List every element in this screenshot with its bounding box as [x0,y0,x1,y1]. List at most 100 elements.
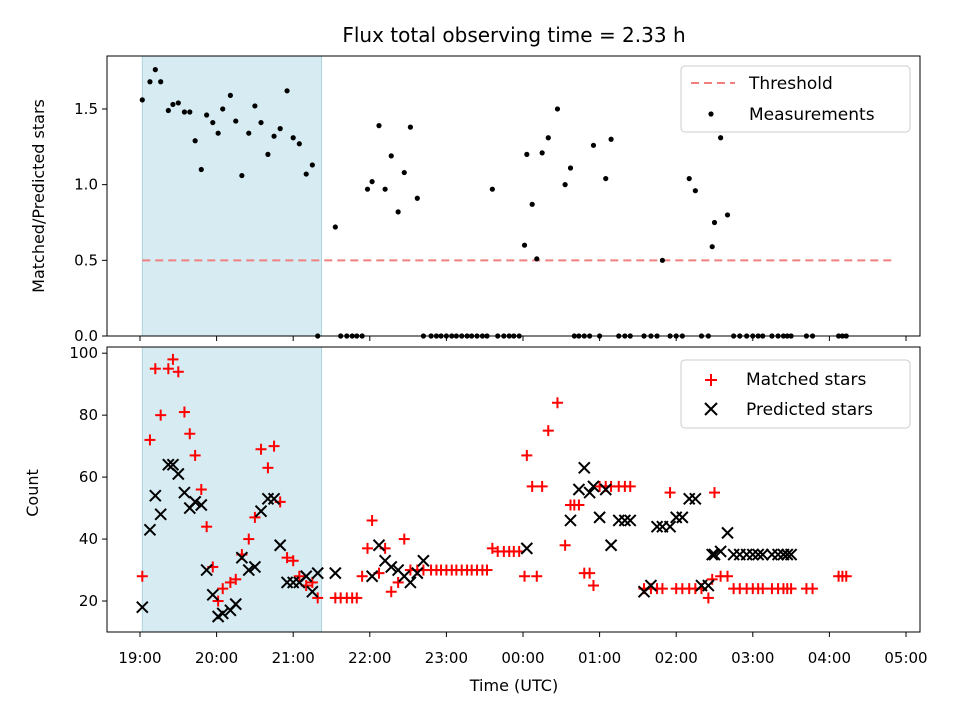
predicted-star-stroke-b [306,585,319,598]
measurement-point [252,103,258,109]
predicted-star-point [740,548,753,561]
matched-star-point [584,567,596,579]
predicted-star-stroke-b [650,520,664,533]
predicted-star-point [702,579,715,592]
predicted-star-point [771,548,785,561]
predicted-star-stroke-b [714,545,727,558]
predicted-star-stroke-b [583,486,596,499]
predicted-star-point [689,492,702,506]
matched-star-point [172,366,184,378]
matched-star-point [702,592,714,604]
matched-star-point [785,583,797,595]
predicted-star-stroke-b [756,548,769,561]
predicted-star-stroke-b [242,563,255,577]
predicted-star-stroke-b [254,504,268,518]
matched-star-point [542,425,554,437]
measurement-point [192,138,198,144]
measurement-point [165,107,171,114]
measurement-point [562,182,568,188]
predicted-star-stroke-b [746,548,760,561]
matched-star-point [195,484,207,495]
legend-matched-label: Matched stars [746,370,866,390]
matched-star-point [268,440,280,452]
chart-title: Flux total observing time = 2.33 h [342,23,685,47]
predicted-star-stroke-b [705,548,719,561]
measurement-point [489,186,495,192]
predicted-star-point [200,563,213,577]
measurement-point [204,112,210,118]
matched-star-point [184,428,196,440]
measurement-point [382,186,388,192]
bottom-x-tick-label: 04:00 [808,649,851,667]
predicted-star-point [624,514,637,527]
legend-predicted-swatch [704,402,718,416]
measurement-point [181,109,188,115]
predicted-star-stroke-b [618,514,632,527]
bottom-y-tick-label: 80 [79,406,98,424]
predicted-star-point [365,570,379,583]
predicted-star-stroke-b [248,560,262,574]
matched-star-point [722,570,734,582]
measurement-point [534,256,540,262]
top-points-group [139,67,849,339]
predicted-star-point [705,548,719,561]
bottom-x-ticks: 19:00 20:00 21:00 22:00 23:00 00:00 01:00 02:00… [118,632,928,667]
predicted-star-point [195,498,208,512]
predicted-star-stroke-b [300,570,313,583]
bottom-x-tick-label: 19:00 [118,649,161,667]
measurement-point [376,123,382,129]
measurement-point [271,133,277,139]
measurement-point [187,109,193,115]
bottom-legend: Matched stars Predicted stars [680,359,911,429]
predicted-star-point [311,566,324,580]
measurement-point [147,79,153,85]
predicted-star-stroke-b [206,588,219,602]
predicted-star-stroke-b [572,483,586,496]
predicted-star-point [235,551,249,564]
predicted-star-point [727,548,740,561]
matched-star-point [249,511,261,523]
predicted-star-point [206,588,219,602]
predicted-star-stroke-b [663,520,677,533]
predicted-star-stroke-b [708,548,721,561]
matched-star-point [362,542,374,554]
top-highlight-span [141,55,323,337]
matched-star-point [559,539,571,551]
measurement-point [215,130,221,136]
measurement-point [659,257,666,263]
measurement-point [724,212,731,218]
bottom-x-tick-label: 20:00 [195,649,238,667]
matched-star-point [312,592,324,604]
predicted-star-point [306,585,319,598]
measurement-point [521,242,528,248]
predicted-star-stroke-b [398,570,411,583]
predicted-star-point [229,597,242,611]
predicted-star-point [154,508,167,521]
measurement-point [175,100,181,106]
bottom-axes-frame [106,346,921,633]
bottom-legend-box [680,359,911,429]
top-legend: Threshold Measurements [680,65,911,133]
predicted-star-point [721,526,734,540]
predicted-star-point [216,607,229,620]
matched-star-point [624,480,636,492]
matched-star-point [136,570,148,582]
predicted-star-stroke-b [404,576,417,589]
predicted-star-stroke-b [143,523,157,536]
predicted-star-point [587,480,600,493]
measurement-point [139,97,145,103]
bottom-highlight-span [141,346,323,633]
measurement-point [407,124,413,130]
matched-star-point [201,521,213,533]
matched-star-point [531,570,543,582]
bottom-y-axis-label: Count [23,469,42,517]
top-shaded-span [141,55,323,337]
predicted-star-stroke-b [599,483,612,496]
measurement-point [152,67,158,73]
predicted-star-stroke-b [162,458,175,471]
matched-star-point [392,576,404,588]
bottom-x-tick-label: 21:00 [272,649,315,667]
predicted-star-point [172,467,185,481]
